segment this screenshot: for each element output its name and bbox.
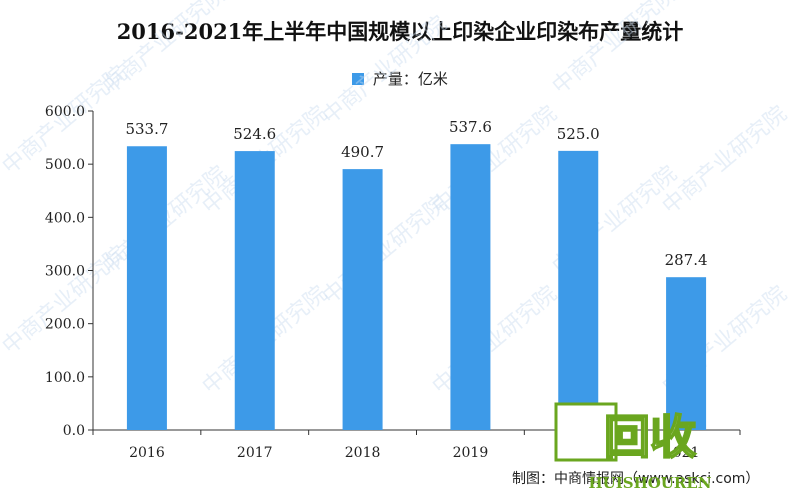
data-label: 533.7 [125,120,168,138]
y-tick-label: 600.0 [45,104,85,120]
watermark-text: 中商产业研究院 [98,0,232,100]
bar [450,144,491,430]
watermark-logo: 回收 HUISHOUREN [554,402,712,492]
y-tick-label: 400.0 [45,210,85,226]
watermark-text: 中商产业研究院 [318,11,452,129]
y-tick-label: 300.0 [45,264,85,280]
watermark-text: 中商产业研究院 [548,0,682,100]
y-tick-label: 500.0 [45,157,85,173]
source-note: 制图：中商情报网（www.askci.com） [512,471,760,487]
legend: 产量：亿米 [0,68,800,89]
y-tick-label: 100.0 [45,370,85,386]
x-tick-label: 2017 [237,445,273,461]
bar [234,151,275,431]
bar [666,277,707,430]
data-label: 287.4 [665,251,708,269]
data-label: 490.7 [341,143,384,161]
x-tick-label: 2019 [453,445,489,461]
y-tick-label: 200.0 [45,317,85,333]
watermark-text: 中商产业研究院 [318,191,452,309]
y-tick-label: 0.0 [63,423,85,439]
x-tick-label: 021 [673,445,700,461]
legend-swatch [352,72,365,85]
x-tick-label: 2016 [129,445,165,461]
data-label: 524.6 [233,125,276,143]
chart-title: 2016-2021年上半年中国规模以上印染企业印染布产量统计 [116,19,684,44]
watermark-text: 中商产业研究院 [428,281,562,399]
data-label: 525.0 [557,125,600,143]
watermark-text: 中商产业研究院 [658,101,792,219]
logo-subtext: HUISHOUREN [588,474,711,492]
watermark-text: 中商产业研究院 [428,101,562,219]
legend-label: 产量：亿米 [372,70,448,88]
bar [342,169,383,431]
bar [558,150,599,430]
data-label: 537.6 [449,118,492,136]
x-tick-label: 2018 [345,445,381,461]
logo-text: 回收 [604,410,696,464]
bar [126,146,167,430]
